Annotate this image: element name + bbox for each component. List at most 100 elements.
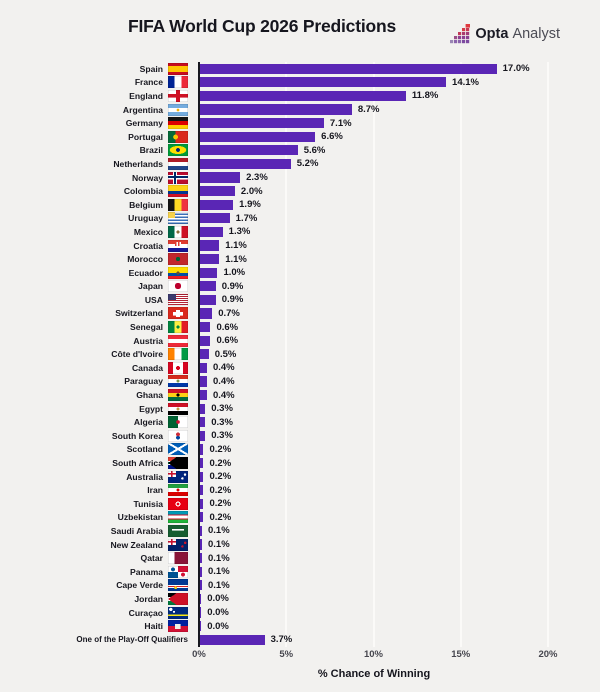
bar [200,376,207,387]
south-africa-flag-icon [168,457,188,470]
bar [200,335,211,346]
bar [200,607,202,618]
chart-row: Cape Verde 0.1% [0,579,600,593]
value-label: 0.9% [221,280,244,292]
bar-wrap: 0.4% [200,376,600,387]
gridline-10pct [372,62,375,647]
value-label: 2.3% [246,172,268,184]
country-label: Ghana [136,390,163,401]
bar [200,213,230,224]
value-label: 0.6% [216,321,239,333]
bar [200,553,202,564]
bar [200,362,207,373]
opta-analyst-logo: Opta Analyst [450,24,560,44]
value-label: 1.1% [225,240,247,252]
chart-row: Ecuador 1.0% [0,266,600,280]
paraguay-flag-icon [168,375,188,388]
chart-row: Croatia 1.1% [0,239,600,253]
bar-wrap: 17.0% [200,63,600,74]
chart-row: Netherlands 5.2% [0,157,600,171]
bar-wrap: 1.1% [200,254,600,265]
bar-wrap: 0.1% [200,566,600,577]
chart-row: Saudi Arabia 0.1% [0,524,600,538]
country-label: Saudi Arabia [110,525,163,536]
value-label: 0.3% [211,430,233,442]
value-label: 0.5% [214,348,237,360]
value-label: 0.1% [208,552,230,564]
country-label: Netherlands [113,158,163,169]
value-label: 0.6% [216,335,239,347]
iran-flag-icon [168,484,188,497]
curacao-flag-icon [168,606,188,619]
chart-row: Austria 0.6% [0,334,600,348]
value-label: 0.2% [209,511,232,523]
chart-row: Curaçao 0.0% [0,606,600,620]
logo-product-text: Analyst [512,26,560,42]
bar [200,471,204,482]
value-label: 1.7% [235,212,258,224]
bar-wrap: 1.0% [200,267,600,278]
cape-verde-flag-icon [168,579,188,592]
bar [200,444,204,455]
bar-wrap: 0.2% [200,444,600,455]
austria-flag-icon [168,334,188,347]
value-label: 6.6% [321,131,343,143]
bar [200,539,202,550]
country-label: Morocco [127,254,163,265]
bar-wrap: 0.1% [200,525,600,536]
opta-logo-mark-icon [450,24,471,44]
value-label: 0.9% [221,294,244,306]
value-label: 0.7% [218,307,240,319]
bar [200,199,234,210]
value-label: 1.1% [225,253,247,265]
chart-row: Morocco 1.1% [0,252,600,266]
country-label: Cape Verde [116,580,163,591]
country-label: Senegal [130,322,163,333]
cote-divoire-flag-icon [168,348,188,361]
bar [200,430,206,441]
bar [200,457,204,469]
chart-row: Tunisia 0.2% [0,497,600,511]
value-label: 0.2% [209,471,232,483]
country-label: England [129,90,163,101]
x-tick-10pct: 10% [363,649,384,660]
bar-wrap: 5.2% [200,158,600,169]
bar [200,485,204,496]
bar-wrap: 5.6% [200,145,600,156]
chart-row: Argentina 8.7% [0,103,600,117]
chart-row: Mexico 1.3% [0,225,600,239]
country-label: Portugal [128,131,163,142]
belgium-flag-icon [168,198,188,211]
value-label: 1.3% [228,226,251,238]
gridline-15pct [459,62,462,647]
spain-flag-icon [168,62,188,75]
country-label: Algeria [133,417,163,428]
chart-row: Colombia 2.0% [0,184,600,198]
country-label: Tunisia [133,498,163,509]
bar-wrap: 2.0% [200,186,600,197]
country-label: Brazil [139,145,163,156]
country-label: Argentina [122,104,163,115]
south-korea-flag-icon [168,429,188,442]
bar [200,172,241,183]
colombia-flag-icon [168,185,188,198]
bar-wrap: 11.8% [200,90,600,101]
x-tick-0pct: 0% [192,649,206,660]
bar [200,417,206,428]
value-label: 5.6% [303,144,326,156]
value-label: 0.2% [209,443,232,455]
egypt-flag-icon [168,402,188,415]
algeria-flag-icon [168,416,188,429]
saudi-arabia-flag-icon [168,524,188,537]
country-label: Mexico [133,226,163,237]
country-label: Curaçao [128,607,163,618]
country-label: Qatar [140,553,163,564]
ghana-flag-icon [168,389,188,402]
country-label: Croatia [133,240,163,251]
chart-row: Haiti 0.0% [0,619,600,633]
value-label: 5.2% [296,158,319,170]
bar-wrap: 0.9% [200,281,600,292]
chart-row: Qatar 0.1% [0,551,600,565]
bar [200,254,220,265]
value-label: 7.1% [329,117,352,129]
